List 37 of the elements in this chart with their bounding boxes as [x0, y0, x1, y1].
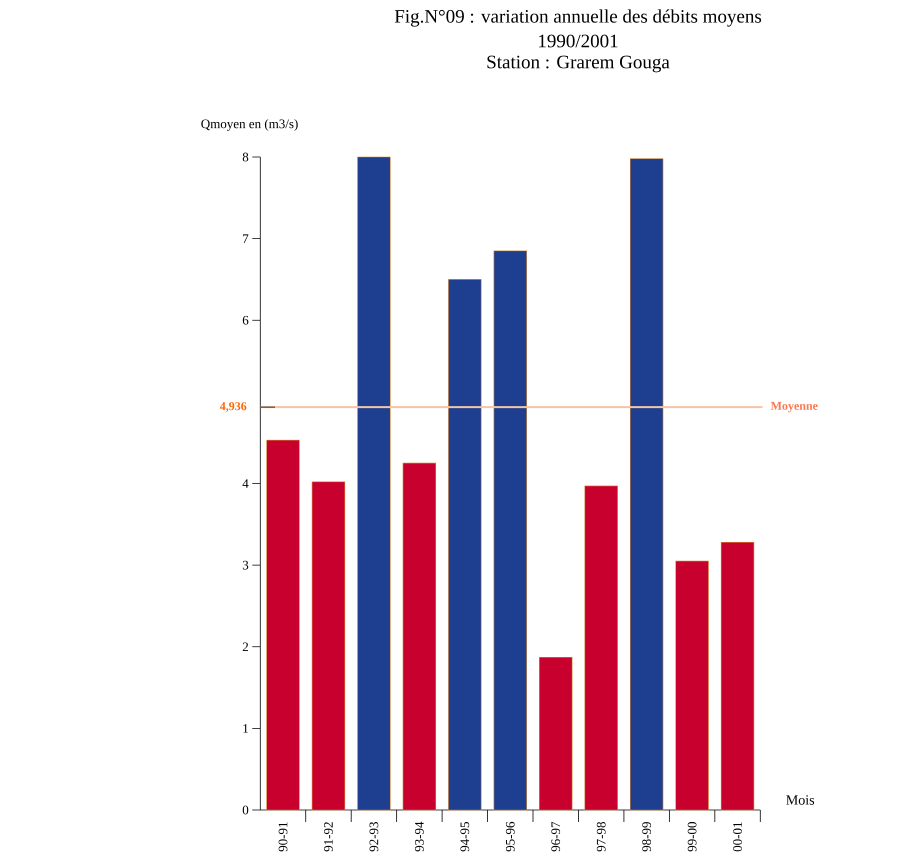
bar	[357, 156, 391, 810]
y-tick-label: 0	[242, 806, 248, 814]
bar	[539, 656, 572, 810]
x-tick-label: 99-00	[688, 822, 696, 852]
bar	[630, 158, 664, 810]
x-tick-label: 00-01	[733, 822, 742, 852]
y-tick-label: 1	[243, 724, 248, 733]
x-axis-title: Mois	[786, 795, 814, 805]
x-tick-label: 91-92	[324, 822, 333, 852]
y-tick-label: 3	[242, 560, 248, 570]
y-tick-label: 7	[243, 234, 248, 243]
chart-subtitle: 1990/2001	[539, 34, 618, 48]
bar	[448, 279, 482, 810]
chart-title: Fig.N°09 : variation annuelle des débits moyens	[394, 9, 762, 27]
ref-line-label: Moyenne	[770, 402, 818, 412]
y-tick-label: 6	[242, 316, 248, 325]
x-tick-label: 98-99	[642, 822, 652, 852]
bar	[494, 250, 527, 810]
x-tick-label: 95-96	[506, 822, 515, 852]
bar	[675, 560, 709, 810]
text: Station : Grarem Gouga	[487, 56, 670, 72]
x-tick-label: 93-94	[415, 822, 424, 852]
y-tick-label: 2	[242, 642, 248, 651]
bar	[584, 486, 618, 810]
y-axis-title: Qmoyen en (m3/s)	[201, 118, 298, 131]
bar	[720, 542, 754, 810]
x-tick-label: 94-95	[460, 822, 470, 852]
x-tick-label: 96-97	[551, 822, 560, 852]
y-tick-label: 8	[242, 152, 248, 162]
bar	[266, 440, 300, 810]
bar	[402, 462, 436, 810]
x-tick-label: 97-98	[596, 822, 606, 852]
x-tick-label: 92-93	[370, 822, 378, 852]
text: 4,936	[220, 402, 246, 412]
y-tick-label: 4	[242, 479, 249, 488]
bar	[312, 481, 346, 810]
x-tick-label: 90-91	[278, 822, 288, 852]
